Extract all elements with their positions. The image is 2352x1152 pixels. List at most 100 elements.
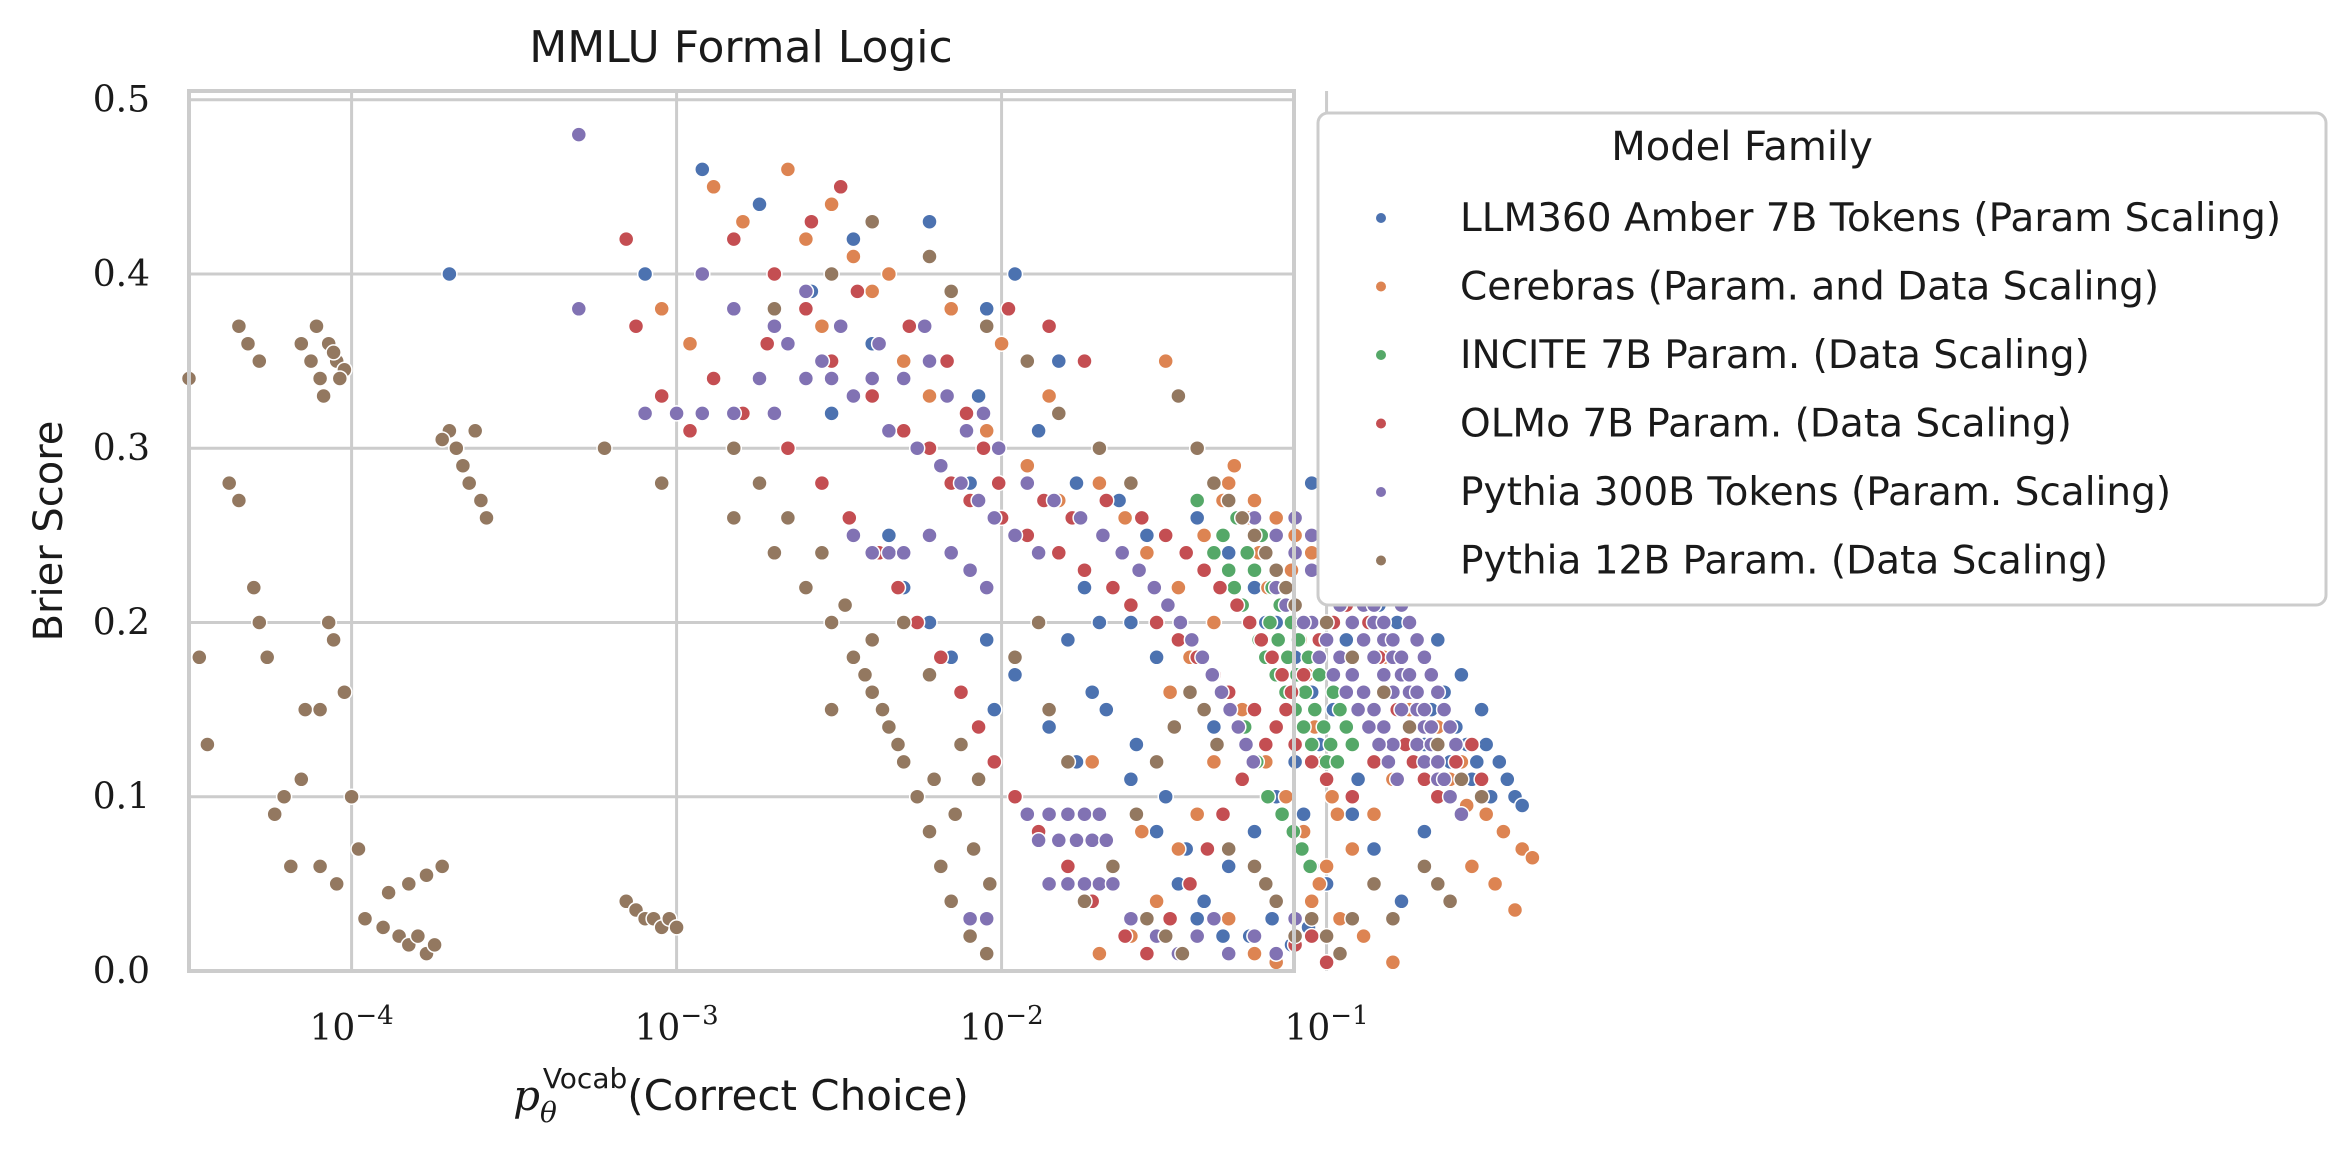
data-point (849, 283, 866, 300)
data-point (1068, 832, 1085, 849)
legend-label: Cerebras (Param. and Data Scaling) (1460, 265, 2159, 310)
data-point (1259, 788, 1277, 805)
data-point (1194, 649, 1211, 666)
data-point (636, 405, 654, 422)
y-tick-label: 0.2 (93, 602, 150, 643)
data-point (302, 352, 320, 370)
data-point (1303, 753, 1320, 771)
data-point (975, 439, 992, 457)
data-point (596, 439, 613, 457)
data-point (251, 614, 268, 631)
data-point (1040, 387, 1058, 405)
data-point (1331, 945, 1349, 962)
x-tick-exponent: −3 (680, 1001, 718, 1031)
data-point (1059, 875, 1077, 893)
data-point (1322, 736, 1339, 753)
data-point (258, 649, 276, 666)
legend-marker (1376, 418, 1386, 429)
data-point (797, 370, 815, 387)
data-point (863, 370, 881, 387)
data-point (1253, 631, 1270, 649)
data-point (1429, 736, 1447, 753)
data-point (986, 753, 1003, 771)
data-point (1220, 910, 1237, 927)
data-point (1365, 875, 1383, 893)
data-point (863, 387, 881, 405)
data-point (1344, 666, 1361, 684)
data-point (938, 352, 956, 370)
data-point (803, 213, 820, 230)
data-point (617, 230, 635, 248)
data-point (823, 614, 840, 631)
data-point (1267, 945, 1285, 962)
data-point (251, 352, 268, 370)
data-point (668, 919, 685, 936)
data-point (845, 649, 862, 666)
x-tick-exponent: −4 (355, 1001, 393, 1031)
data-point (725, 439, 743, 457)
data-point (627, 317, 645, 335)
data-point (779, 509, 797, 527)
legend-label: LLM360 Amber 7B Tokens (Param Scaling) (1460, 196, 2281, 241)
data-point (1393, 893, 1410, 910)
data-point (1384, 910, 1402, 927)
data-point (938, 387, 956, 405)
data-point (1453, 771, 1470, 788)
data-point (1098, 832, 1115, 849)
data-point (570, 126, 588, 143)
data-point (1122, 910, 1140, 927)
data-point (320, 614, 337, 631)
data-point (1130, 561, 1148, 579)
data-point (1138, 544, 1156, 562)
chart-title: MMLU Formal Logic (529, 22, 952, 73)
data-point (1303, 736, 1320, 753)
data-point (1195, 527, 1213, 544)
data-point (191, 649, 208, 666)
legend: Model Family LLM360 Amber 7B Tokens (Par… (1316, 111, 2328, 607)
data-point (1246, 561, 1263, 579)
data-point (895, 544, 912, 562)
data-point (823, 701, 840, 718)
data-point (1076, 579, 1093, 596)
data-point (863, 631, 881, 649)
data-point (653, 387, 670, 405)
data-point (336, 683, 353, 701)
data-point (1344, 614, 1361, 631)
data-point (1166, 718, 1183, 736)
data-point (880, 718, 898, 736)
data-point (1226, 579, 1243, 596)
data-point (1157, 352, 1174, 370)
data-point (1148, 753, 1165, 771)
data-point (1384, 954, 1402, 971)
data-point (1148, 823, 1165, 840)
data-point (725, 509, 743, 527)
data-point (1375, 666, 1393, 684)
data-point (1233, 509, 1251, 527)
data-point (1040, 805, 1058, 823)
data-point (1365, 701, 1383, 718)
data-point (1423, 718, 1440, 736)
data-point (895, 352, 912, 370)
data-point (1370, 736, 1388, 753)
data-point (766, 317, 783, 335)
data-point (813, 474, 831, 492)
data-point (705, 370, 722, 387)
data-point (916, 317, 933, 335)
data-point (1338, 683, 1355, 701)
data-point (1205, 910, 1223, 927)
data-point (356, 910, 374, 927)
x-tick-label: 10−3 (635, 1001, 719, 1049)
grid-lines (189, 91, 1329, 973)
data-point (1318, 771, 1335, 788)
x-tick-label: 10−1 (1284, 1001, 1368, 1049)
data-point (1083, 753, 1101, 771)
data-point (1181, 683, 1199, 701)
data-point (1170, 387, 1187, 405)
data-point (1263, 649, 1281, 666)
y-tick-label: 0.5 (93, 80, 150, 121)
data-point (1040, 718, 1058, 736)
data-point (970, 492, 987, 509)
data-point (1050, 352, 1068, 370)
data-point (1083, 683, 1101, 701)
data-point (921, 666, 938, 684)
